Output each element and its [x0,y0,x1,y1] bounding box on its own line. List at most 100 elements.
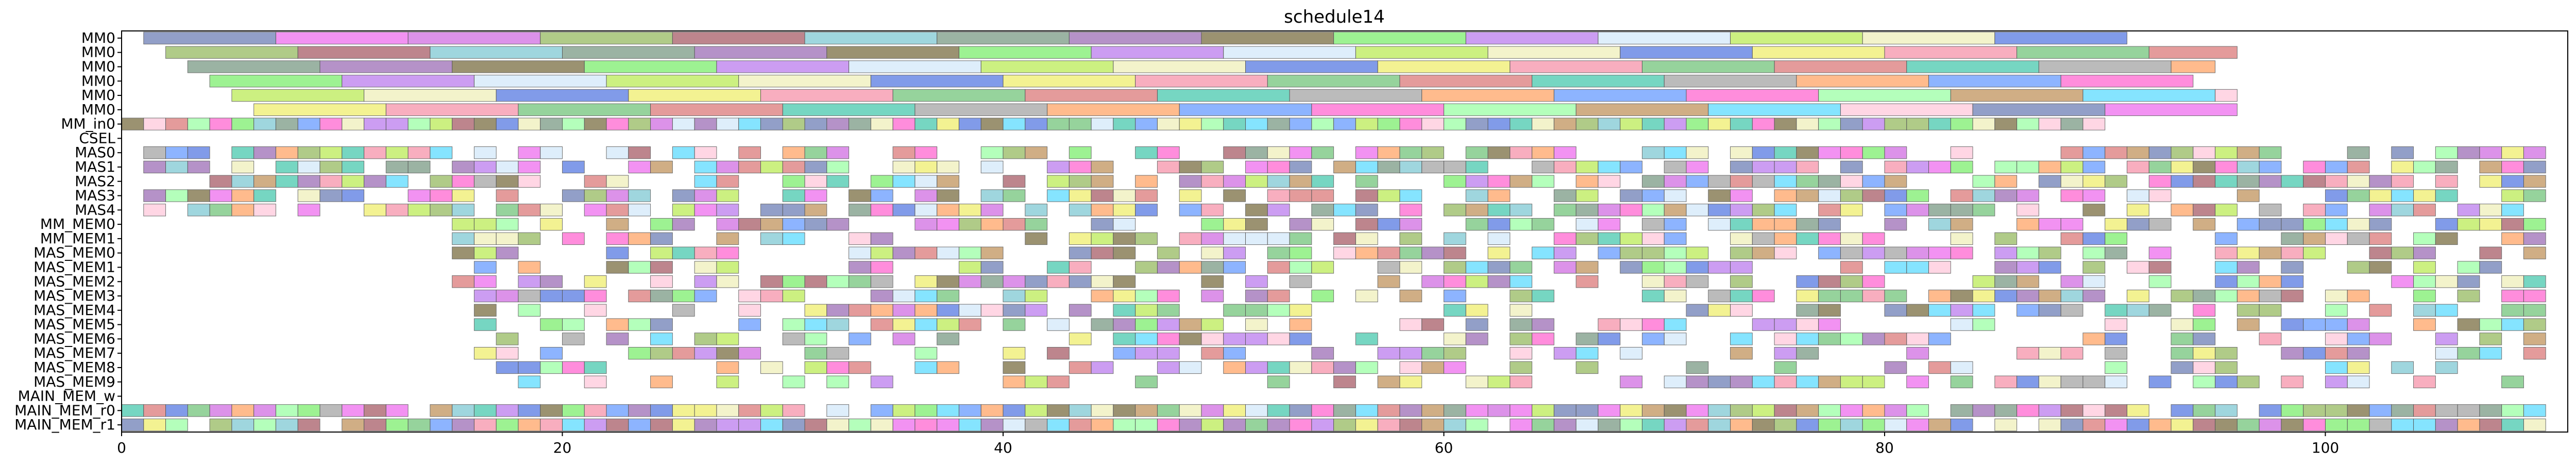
task-bar [892,118,916,130]
task-bar [826,218,850,231]
task-bar [1884,404,1907,417]
task-bar [1972,289,1995,303]
task-bar [1730,204,1753,217]
task-bar [1510,333,1533,345]
task-bar [1223,333,1246,345]
task-bar [1664,246,1687,259]
y-tick-label: MM0 [81,58,115,75]
task-bar [2127,160,2149,174]
task-bar [782,103,916,116]
task-bar [319,146,343,159]
task-bar [2105,361,2128,374]
task-bar [1730,375,1753,388]
task-bar [518,175,541,188]
task-bar [672,347,695,360]
task-bar [1708,189,1731,202]
task-bar [1289,89,1422,102]
task-bar [1774,60,1907,73]
task-bar [2457,275,2480,288]
task-bar [1752,204,1775,217]
task-bar [1421,404,1444,417]
task-bar [1972,318,1995,331]
task-bar [2193,175,2216,188]
task-bar [2016,246,2039,259]
task-bar [209,418,232,432]
task-bar [914,218,938,231]
task-bar [1465,31,1599,45]
task-bar [1399,375,1422,388]
task-bar [1752,246,1775,259]
task-bar [1201,31,1334,45]
task-bar [2501,375,2524,388]
task-bar [1333,118,1356,130]
task-bar [1686,261,1709,274]
task-bar [342,189,365,202]
task-bar [958,261,981,274]
task-bar [1862,404,1885,417]
task-bar [1510,275,1533,288]
task-bar [1069,118,1092,130]
task-bar [2347,418,2370,432]
task-bar [892,89,1026,102]
task-bar [1884,175,1907,188]
task-bar [1465,160,1488,174]
task-bar [760,218,783,231]
task-bar [650,275,673,288]
task-bar [1818,146,1841,159]
task-bar [1377,418,1400,432]
task-bar [1421,361,1444,374]
task-bar [1267,333,1290,345]
task-bar [518,118,541,130]
task-bar [716,232,739,245]
y-tick-label: MAS_MEM6 [33,330,115,347]
task-bar [716,333,739,345]
task-bar [2303,404,2326,417]
task-bar [2413,289,2436,303]
task-bar [849,118,871,130]
task-bar [849,60,981,73]
task-bar [2369,246,2392,259]
task-bar [1267,204,1290,217]
task-bar [2236,289,2260,303]
task-bar [1157,89,1290,102]
task-bar [562,189,585,202]
task-bar [1553,418,1577,432]
task-bar [2413,375,2436,388]
task-bar [1091,246,1114,259]
task-bar [2082,375,2106,388]
task-bar [1664,218,1687,231]
task-bar [2171,146,2194,159]
task-bar [1465,261,1488,274]
task-bar [1774,246,1797,259]
task-bar [892,318,916,331]
task-bar [1201,218,1224,231]
task-bar [1179,175,1202,188]
task-bar [408,189,431,202]
task-bar [937,275,959,288]
x-axis: 0 20 40 60 80 100 [117,432,2339,456]
task-bar [1598,175,1621,188]
task-bar [892,404,916,417]
task-bar [1399,404,1422,417]
task-bar [1664,75,1797,88]
task-bar [2038,60,2172,73]
task-bar [1752,175,1775,188]
task-bar [650,318,673,331]
task-bar [562,118,585,130]
task-bar [319,189,343,202]
task-bar [2303,246,2326,259]
task-bar [297,46,431,59]
task-bar [849,204,871,217]
task-bar [496,404,519,417]
task-bar [1884,333,1907,345]
task-bar [672,31,805,45]
task-bar [1223,46,1356,59]
task-bar [2148,418,2172,432]
task-bar [1840,232,1863,245]
y-tick-label: CSEL [79,129,115,146]
task-bar [584,304,607,317]
task-bar [1465,304,1488,317]
task-bar [1532,175,1554,188]
plot-frame [121,30,2568,433]
task-bar [1620,118,1642,130]
